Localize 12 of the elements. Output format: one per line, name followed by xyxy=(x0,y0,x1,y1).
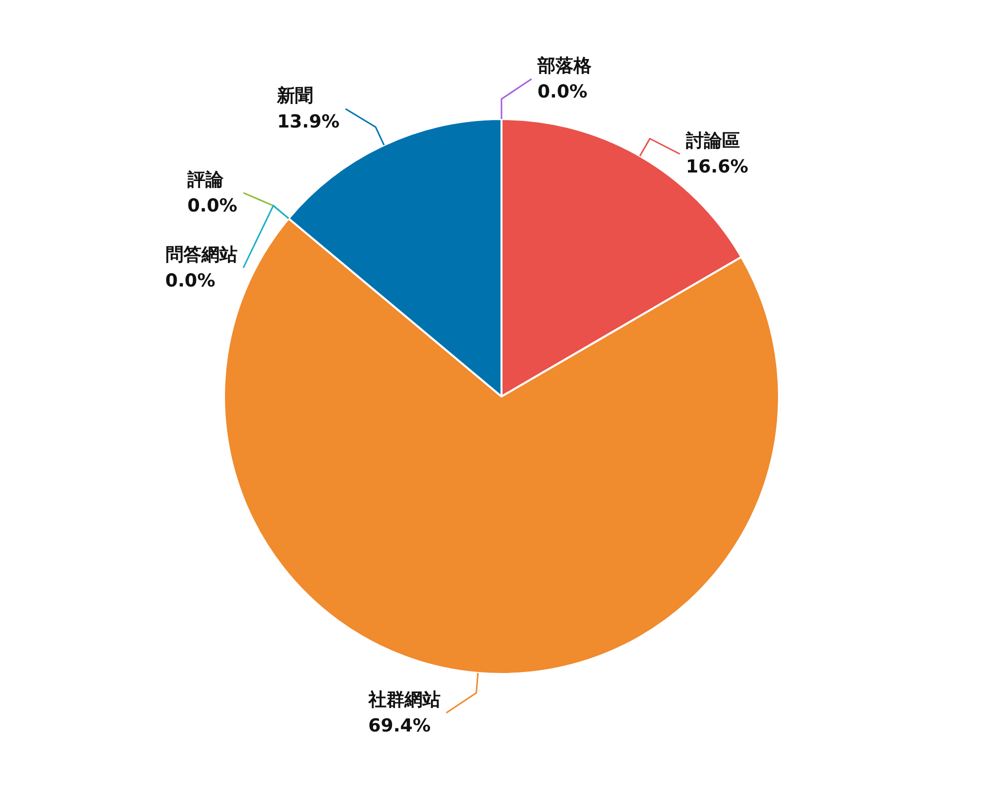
text: 0.0% xyxy=(538,82,588,103)
text: 0.0% xyxy=(165,270,216,292)
category-label: 部落格 xyxy=(538,56,592,77)
data-label: 69.4% xyxy=(368,716,431,737)
category-label: 評論 xyxy=(187,169,224,190)
category-label: 問答網站 xyxy=(165,244,238,266)
text: 0.0% xyxy=(187,195,238,216)
data-label: 13.9% xyxy=(277,112,340,133)
data-label: 16.6% xyxy=(686,156,748,178)
slice-label: 討論區 xyxy=(684,130,740,152)
slice-label: 新聞 xyxy=(276,86,314,107)
slice-label: 社群網站 xyxy=(367,690,440,711)
